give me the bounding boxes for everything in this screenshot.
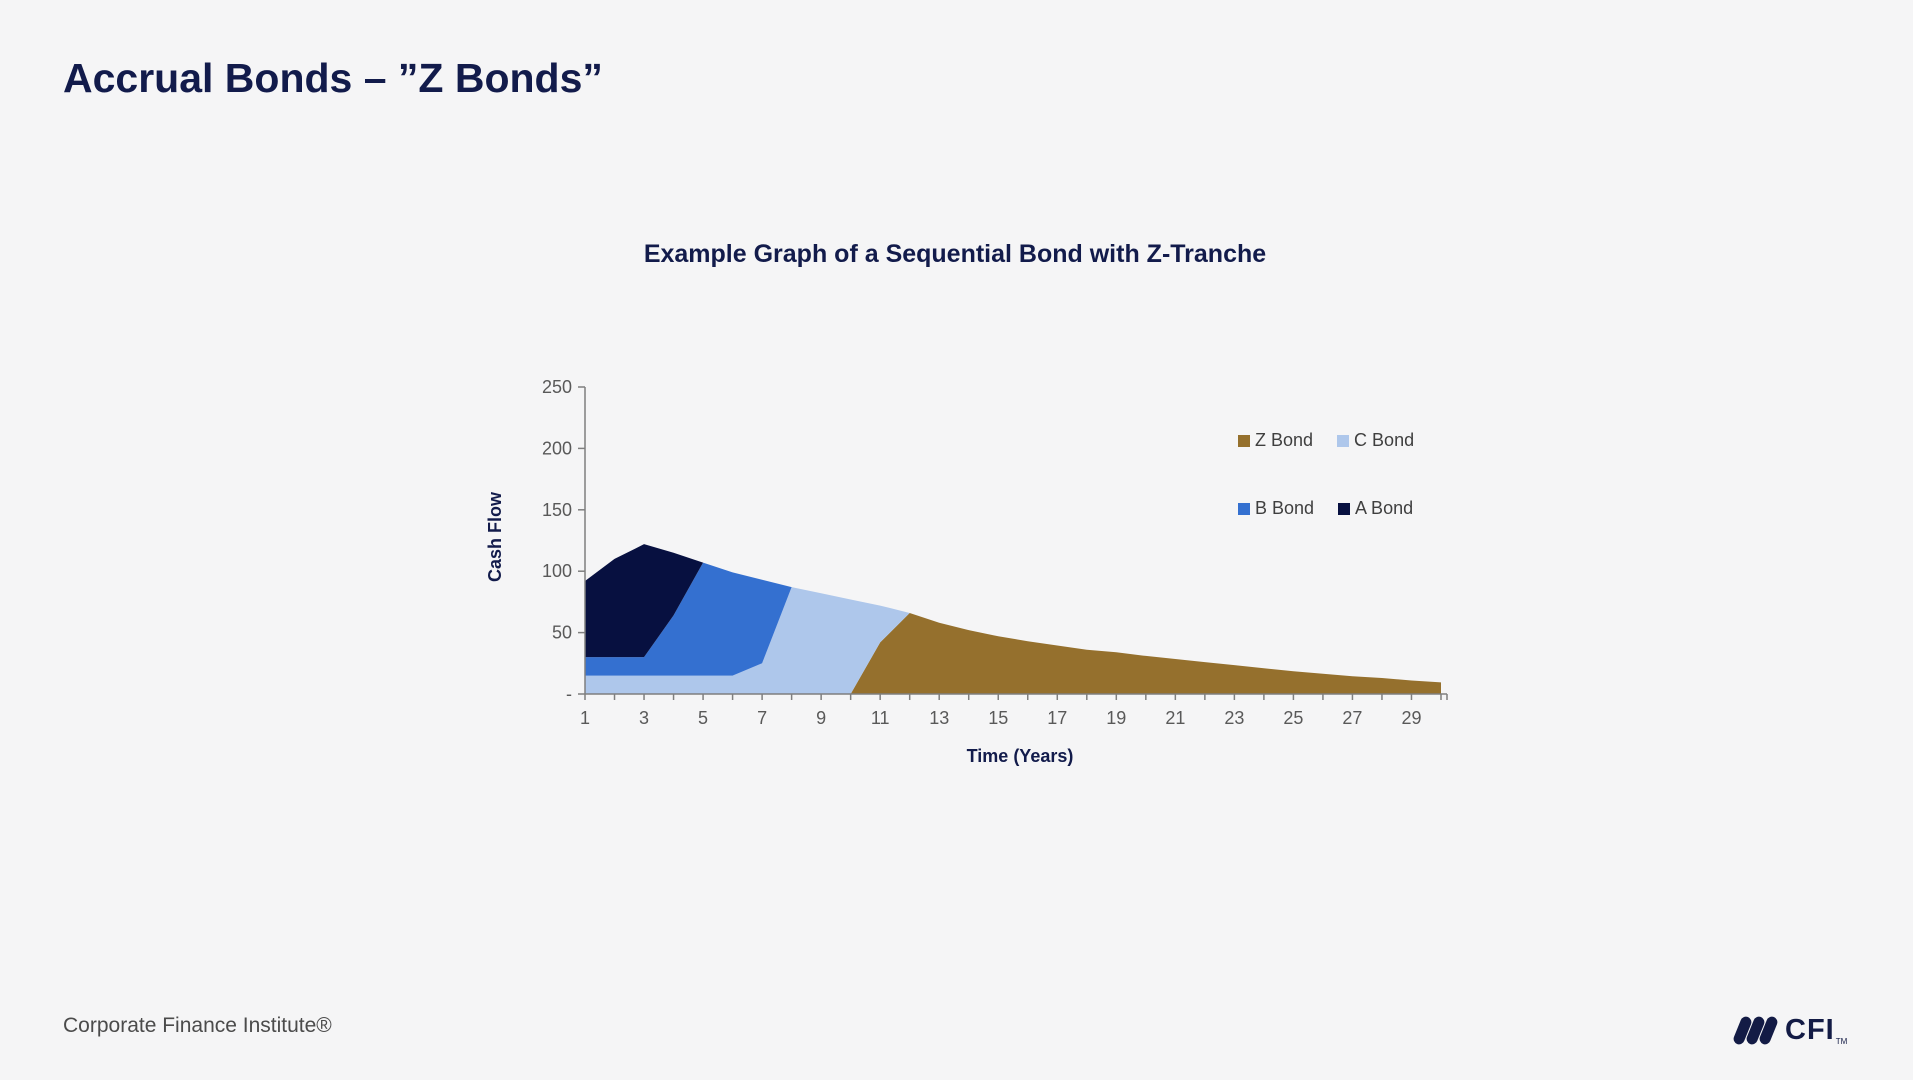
x-tick-label: 7 (757, 708, 767, 728)
area-z-bond (585, 612, 1441, 694)
z-bond-swatch-icon (1238, 434, 1250, 447)
x-tick-label: 17 (1047, 708, 1067, 728)
x-tick-label: 15 (988, 708, 1008, 728)
chart-title: Example Graph of a Sequential Bond with … (643, 240, 1267, 268)
cfi-logo: CFI TM (1731, 1004, 1907, 1056)
area-a-bond (585, 544, 1441, 683)
legend-item-a-bond: A Bond (1338, 498, 1413, 519)
chart-area: -50 100 150 200 250 1 3 5 7 9 11 13 15 17 19 21 23 25 27 29 (470, 375, 1470, 755)
c-bond-swatch-icon (1337, 434, 1350, 447)
y-tick-label: 250 (542, 377, 572, 397)
legend-label-z-bond: Z Bond (1255, 430, 1314, 450)
slide-title: Accrual Bonds – ”Z Bonds” (63, 55, 603, 101)
x-tick-label: 9 (816, 708, 826, 728)
footer-brand-text: Corporate Finance Institute® (63, 1014, 332, 1037)
x-tick-label: 21 (1165, 708, 1185, 728)
x-axis-title: Time (Years) (966, 746, 1074, 766)
x-tick-label: 27 (1342, 708, 1362, 728)
y-tick-label: 150 (542, 500, 572, 520)
a-bond-swatch-icon (1338, 502, 1351, 515)
legend-item-z-bond: Z Bond (1238, 430, 1313, 451)
y-axis-title: Cash Flow (485, 492, 505, 583)
chart-legend: Z Bond C Bond B Bond A Bond (1238, 430, 1414, 519)
y-tick-label: 200 (542, 438, 572, 458)
logo-text: CFI (1785, 1013, 1835, 1046)
b-bond-swatch-icon (1238, 502, 1250, 515)
x-tick-label: 25 (1283, 708, 1303, 728)
logo-trademark: TM (1835, 1037, 1848, 1046)
x-tick-label: 1 (580, 708, 590, 728)
x-tick-label: 11 (871, 708, 890, 728)
area-c-bond (585, 587, 1441, 694)
x-tick-label: 29 (1401, 708, 1421, 728)
legend-label-a-bond: A Bond (1355, 498, 1414, 518)
legend-item-c-bond: C Bond (1337, 430, 1414, 451)
legend-label-c-bond: C Bond (1354, 430, 1415, 450)
y-tick-label: - (566, 684, 572, 704)
x-tick-label: 3 (639, 708, 649, 728)
legend-item-b-bond: B Bond (1238, 498, 1314, 519)
area-b-bond (585, 562, 1441, 683)
x-tick-label: 5 (698, 708, 708, 728)
x-tick-label: 13 (929, 708, 949, 728)
y-tick-label: 50 (552, 623, 572, 643)
x-tick-label: 23 (1224, 708, 1244, 728)
x-tick-label: 19 (1106, 708, 1126, 728)
y-tick-label: 100 (542, 561, 572, 581)
legend-label-b-bond: B Bond (1255, 498, 1315, 518)
